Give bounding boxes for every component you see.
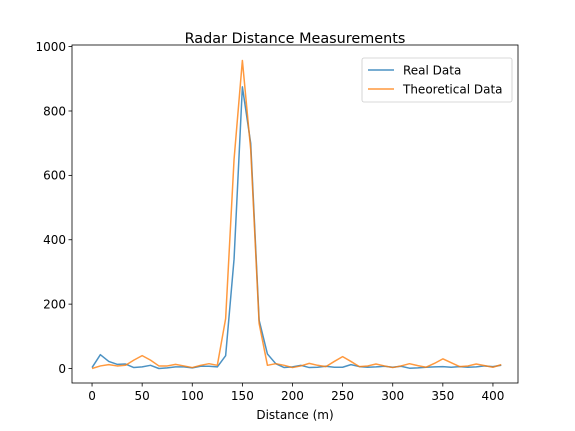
x-tick-label-3: 150 xyxy=(231,389,254,403)
x-tick-label-1: 50 xyxy=(135,389,150,403)
series-line-1 xyxy=(91,59,502,370)
x-axis-label: Distance (m) xyxy=(256,408,333,422)
y-axis: 0 200 400 600 800 1000 xyxy=(35,40,72,376)
chart-title: Radar Distance Measurements xyxy=(185,31,406,47)
x-tick-label-0: 0 xyxy=(88,389,96,403)
y-tick-label-0: 0 xyxy=(58,362,66,376)
plot-area-frame xyxy=(71,44,519,384)
x-tick-label-8: 400 xyxy=(481,389,504,403)
x-axis: 0 50 100 150 200 250 300 350 400 xyxy=(88,383,504,403)
x-tick-label-4: 200 xyxy=(281,389,304,403)
y-tick-label-5: 1000 xyxy=(35,40,66,54)
legend-box xyxy=(361,57,513,103)
y-tick-label-3: 600 xyxy=(43,169,66,183)
x-tick-label-7: 350 xyxy=(431,389,454,403)
y-tick-label-4: 800 xyxy=(43,104,66,118)
series-layer xyxy=(91,59,502,370)
x-tick-label-5: 250 xyxy=(331,389,354,403)
legend-label-1: Theoretical Data xyxy=(402,82,503,96)
y-tick-label-1: 200 xyxy=(43,297,66,311)
legend: Real Data Theoretical Data xyxy=(361,57,513,103)
legend-label-0: Real Data xyxy=(403,63,461,77)
x-tick-label-6: 300 xyxy=(381,389,404,403)
y-tick-label-2: 400 xyxy=(43,233,66,247)
x-tick-label-2: 100 xyxy=(181,389,204,403)
